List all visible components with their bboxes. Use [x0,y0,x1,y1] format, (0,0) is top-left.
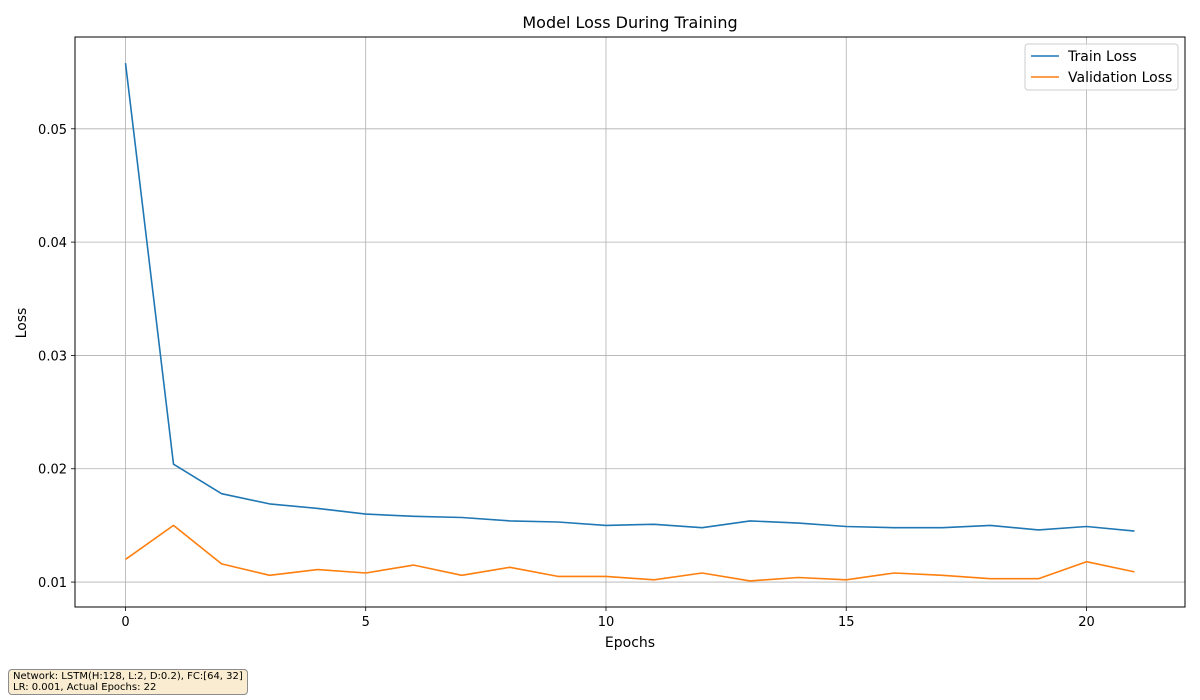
x-tick-label: 20 [1078,615,1095,630]
chart-title: Model Loss During Training [522,13,737,32]
y-tick-label: 0.03 [38,349,67,364]
y-tick-label: 0.05 [38,123,67,138]
model-info-box: Network: LSTM(H:128, L:2, D:0.2), FC:[64… [8,669,248,695]
y-tick-label: 0.02 [38,463,67,478]
x-axis-label: Epochs [605,635,655,651]
series-lines [124,63,1135,582]
plot-frame [74,36,1186,608]
x-tick-label: 10 [598,615,615,630]
axis-ticks: 0 5 10 15 20 0.01 0.02 0.03 0.04 0.05 [38,123,1095,630]
y-axis-label: Loss [14,308,30,339]
info-params-line: LR: 0.001, Actual Epochs: 22 [13,682,157,693]
y-tick-label: 0.04 [38,236,67,251]
x-tick-label: 5 [362,615,370,630]
validation-loss-line [125,524,1135,582]
legend-label-train: Train Loss [1067,49,1137,65]
y-tick-label: 0.01 [38,576,67,591]
grid [75,37,1185,607]
legend: Train Loss Validation Loss [1024,43,1179,91]
legend-box [1024,43,1179,91]
info-network-line: Network: LSTM(H:128, L:2, D:0.2), FC:[64… [13,671,243,682]
train-loss-line [124,63,1135,532]
x-tick-label: 0 [121,615,129,630]
x-tick-label: 15 [838,615,855,630]
legend-label-validation: Validation Loss [1068,70,1172,86]
